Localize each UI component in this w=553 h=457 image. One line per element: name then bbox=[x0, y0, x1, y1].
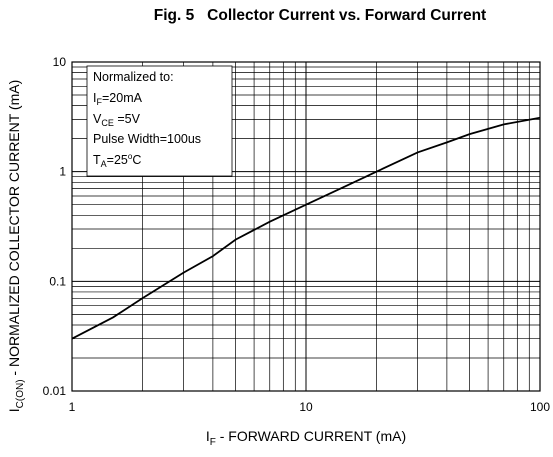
x-axis-label: IF - FORWARD CURRENT (mA) bbox=[206, 428, 406, 448]
legend-line-normalized: Normalized to: bbox=[93, 70, 174, 84]
chart-title: Fig. 5 Collector Current vs. Forward Cur… bbox=[153, 7, 487, 24]
y-axis-label-main: I bbox=[6, 408, 22, 412]
x-tick-label: 1 bbox=[69, 400, 76, 414]
legend-ta-rest: =25 bbox=[107, 153, 128, 167]
legend-vce-main: V bbox=[93, 112, 102, 126]
y-tick-label: 1 bbox=[59, 165, 66, 179]
legend-ta-main: T bbox=[93, 153, 101, 167]
legend-vce-sub: CE bbox=[101, 118, 114, 128]
legend-ta-unit: C bbox=[132, 153, 141, 167]
x-axis-label-rest: - FORWARD CURRENT (mA) bbox=[216, 428, 406, 444]
y-tick-label: 10 bbox=[53, 55, 67, 69]
x-tick-label: 100 bbox=[530, 400, 550, 414]
legend-if-main: I bbox=[93, 91, 96, 105]
legend-vce-rest: =5V bbox=[114, 112, 141, 126]
y-axis-label: IC(ON) - NORMALIZED COLLECTOR CURRENT (m… bbox=[6, 80, 26, 413]
legend-line-pulse: Pulse Width=100us bbox=[93, 132, 201, 146]
legend-ta-degree: o bbox=[128, 152, 133, 161]
legend-if-sub: F bbox=[96, 97, 102, 107]
y-axis-label-sub: C(ON) bbox=[15, 379, 26, 408]
legend-line-if: IF=20mA bbox=[93, 91, 143, 107]
legend-if-rest: =20mA bbox=[102, 91, 143, 105]
y-tick-label: 0.1 bbox=[49, 274, 66, 288]
x-axis-label-main: I bbox=[206, 428, 210, 444]
x-tick-label: 10 bbox=[299, 400, 313, 414]
plot-frame bbox=[71, 61, 541, 392]
y-axis-label-rest: - NORMALIZED COLLECTOR CURRENT (mA) bbox=[6, 80, 22, 380]
legend-background bbox=[86, 65, 233, 177]
tick-labels: 1 10 100 0.01 0.1 1 10 bbox=[43, 55, 551, 414]
series-line bbox=[71, 116, 541, 340]
legend-line-ta: TA=25oC bbox=[93, 152, 141, 169]
legend-line-vce: VCE =5V bbox=[93, 112, 141, 128]
x-axis-label-sub: F bbox=[210, 437, 216, 448]
legend-box: Normalized to: IF=20mA VCE =5V Pulse Wid… bbox=[86, 65, 233, 177]
y-tick-label: 0.01 bbox=[43, 384, 67, 398]
legend-ta-sub: A bbox=[101, 159, 107, 169]
